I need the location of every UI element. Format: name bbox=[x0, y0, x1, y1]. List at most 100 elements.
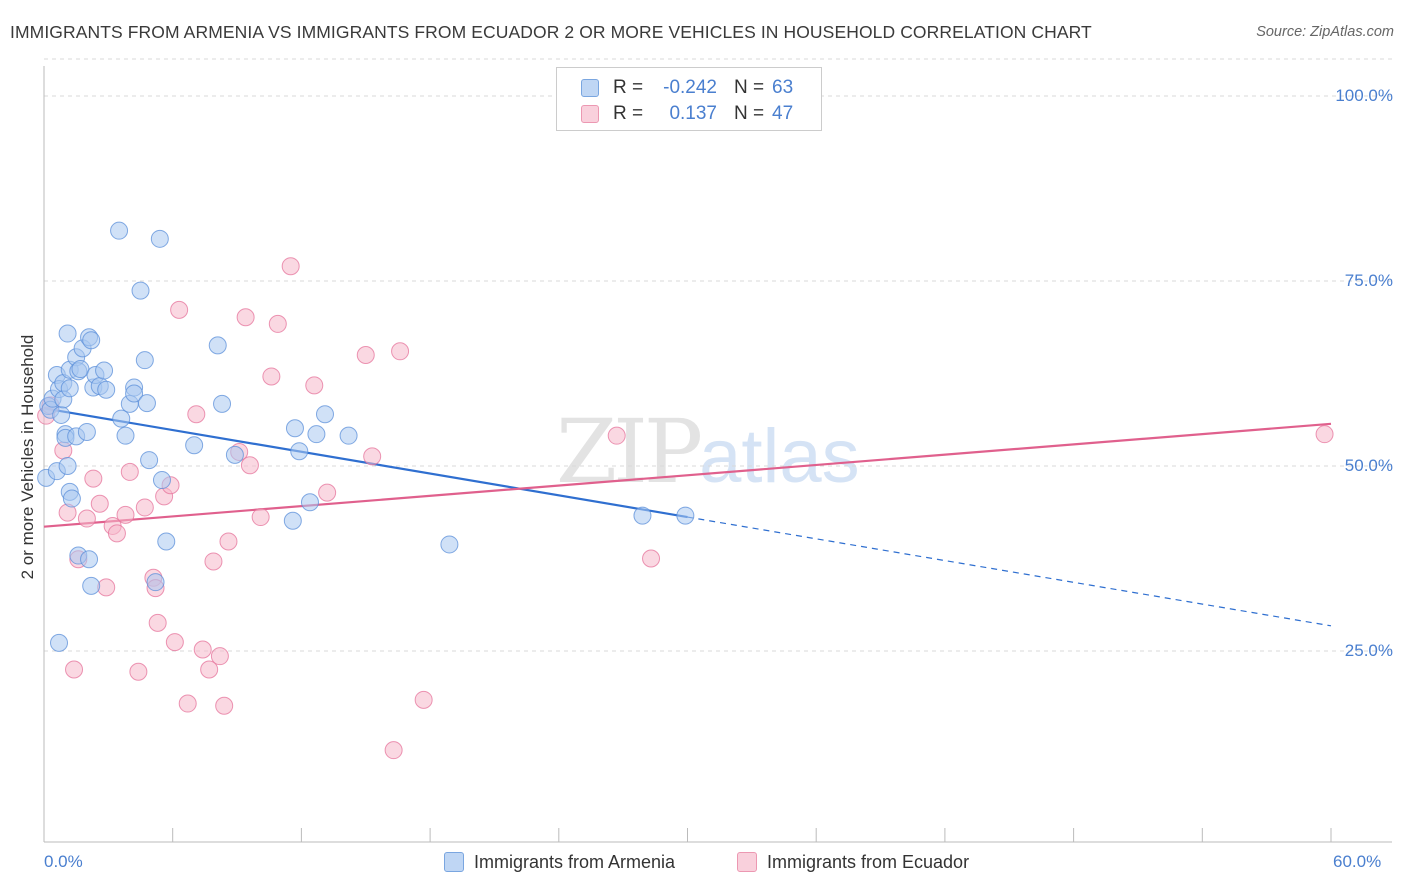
data-point-armenia bbox=[131, 281, 150, 300]
data-point-armenia bbox=[315, 405, 334, 424]
data-point-ecuador bbox=[210, 647, 229, 666]
data-point-armenia bbox=[125, 384, 144, 403]
data-point-armenia bbox=[97, 380, 116, 399]
axes bbox=[43, 66, 1392, 843]
legend-swatch-armenia bbox=[581, 79, 599, 97]
legend-swatch-ecuador bbox=[581, 105, 599, 123]
data-point-armenia bbox=[676, 506, 695, 525]
data-point-armenia bbox=[71, 360, 90, 379]
data-point-ecuador bbox=[170, 300, 189, 319]
data-point-armenia bbox=[112, 409, 131, 428]
data-point-ecuador bbox=[97, 578, 116, 597]
data-point-ecuador bbox=[65, 660, 84, 679]
data-point-ecuador bbox=[281, 257, 300, 276]
data-point-ecuador bbox=[215, 696, 234, 715]
data-point-armenia bbox=[285, 419, 304, 438]
legend-r-value: 0.137 bbox=[669, 103, 717, 124]
data-point-armenia bbox=[339, 426, 358, 445]
data-point-armenia bbox=[137, 394, 156, 413]
data-point-ecuador bbox=[414, 690, 433, 709]
data-point-ecuador bbox=[187, 405, 206, 424]
data-point-armenia bbox=[62, 489, 81, 508]
data-point-ecuador bbox=[204, 552, 223, 571]
data-point-armenia bbox=[146, 573, 165, 592]
legend-n-label: N = bbox=[734, 77, 765, 98]
x-tick-label-max: 60.0% bbox=[1333, 852, 1382, 871]
data-point-armenia bbox=[135, 351, 154, 370]
data-point-ecuador bbox=[356, 346, 375, 364]
data-point-ecuador bbox=[116, 505, 135, 524]
legend-r-value: -0.242 bbox=[663, 77, 717, 98]
data-point-ecuador bbox=[268, 314, 287, 333]
y-tick-label: 25.0% bbox=[1344, 641, 1393, 660]
legend-row-ecuador: R = 0.137 N = 47 bbox=[557, 101, 821, 127]
data-point-ecuador bbox=[165, 633, 184, 652]
data-point-ecuador bbox=[219, 532, 238, 551]
source-label: Source: ZipAtlas.com bbox=[1256, 24, 1394, 40]
legend-label-armenia: Immigrants from Armenia bbox=[474, 852, 676, 872]
legend-row-armenia: R = -0.242 N = 63 bbox=[557, 75, 821, 101]
data-point-ecuador bbox=[148, 613, 167, 632]
data-point-armenia bbox=[283, 511, 302, 530]
y-tick-label: 100.0% bbox=[1335, 86, 1393, 105]
data-point-ecuador bbox=[607, 426, 626, 445]
watermark-zip: ZIP bbox=[556, 400, 703, 503]
legend-swatch-ecuador bbox=[737, 852, 757, 872]
data-point-ecuador bbox=[240, 456, 259, 475]
legend-label-ecuador: Immigrants from Ecuador bbox=[767, 852, 970, 872]
data-point-armenia bbox=[225, 445, 244, 464]
watermark: ZIPatlas bbox=[556, 400, 860, 503]
data-point-ecuador bbox=[120, 462, 139, 481]
series-legend: Immigrants from Armenia Immigrants from … bbox=[0, 852, 1406, 878]
data-point-ecuador bbox=[107, 524, 126, 543]
data-point-ecuador bbox=[77, 509, 96, 528]
data-point-armenia bbox=[208, 336, 227, 355]
data-point-armenia bbox=[290, 442, 309, 461]
data-points bbox=[37, 221, 1334, 760]
data-point-armenia bbox=[58, 324, 77, 343]
data-point-ecuador bbox=[193, 640, 212, 659]
data-point-ecuador bbox=[642, 549, 661, 568]
data-point-armenia bbox=[77, 422, 96, 441]
data-point-ecuador bbox=[305, 376, 324, 395]
data-point-ecuador bbox=[391, 342, 410, 361]
data-point-ecuador bbox=[318, 483, 337, 502]
data-point-ecuador bbox=[90, 494, 109, 513]
legend-swatch-armenia bbox=[444, 852, 464, 872]
data-point-armenia bbox=[300, 493, 319, 512]
legend-item-ecuador[interactable]: Immigrants from Ecuador bbox=[737, 852, 969, 873]
data-point-armenia bbox=[116, 426, 135, 445]
data-point-ecuador bbox=[200, 660, 219, 679]
legend-n-label: N = bbox=[734, 103, 765, 124]
data-point-armenia bbox=[50, 633, 69, 652]
legend-r-label: R = bbox=[613, 77, 644, 98]
data-point-ecuador bbox=[236, 308, 255, 327]
data-point-armenia bbox=[633, 506, 652, 525]
data-point-armenia bbox=[152, 471, 171, 490]
data-point-ecuador bbox=[384, 741, 403, 760]
correlation-legend: R = -0.242 N = 63 R = 0.137 N = 47 bbox=[556, 67, 822, 131]
data-point-armenia bbox=[185, 436, 204, 455]
data-point-ecuador bbox=[262, 367, 281, 386]
data-point-armenia bbox=[52, 405, 71, 424]
data-point-armenia bbox=[213, 394, 232, 413]
data-point-armenia bbox=[60, 379, 79, 398]
data-point-armenia bbox=[440, 535, 459, 554]
data-point-armenia bbox=[307, 425, 326, 444]
legend-item-armenia[interactable]: Immigrants from Armenia bbox=[444, 852, 675, 873]
y-axis-label: 2 or more Vehicles in Household bbox=[18, 334, 37, 580]
data-point-ecuador bbox=[363, 447, 382, 466]
data-point-ecuador bbox=[1315, 425, 1334, 444]
data-point-armenia bbox=[58, 457, 77, 475]
data-point-armenia bbox=[150, 229, 169, 248]
data-point-armenia bbox=[110, 221, 129, 240]
data-point-armenia bbox=[80, 550, 99, 569]
data-point-ecuador bbox=[129, 662, 148, 681]
data-point-armenia bbox=[95, 361, 114, 380]
data-point-ecuador bbox=[178, 694, 197, 713]
y-tick-label: 75.0% bbox=[1344, 271, 1393, 290]
trend-line-extension-armenia bbox=[687, 516, 1332, 627]
data-point-ecuador bbox=[135, 498, 154, 517]
chart-title: IMMIGRANTS FROM ARMENIA VS IMMIGRANTS FR… bbox=[10, 22, 1092, 42]
